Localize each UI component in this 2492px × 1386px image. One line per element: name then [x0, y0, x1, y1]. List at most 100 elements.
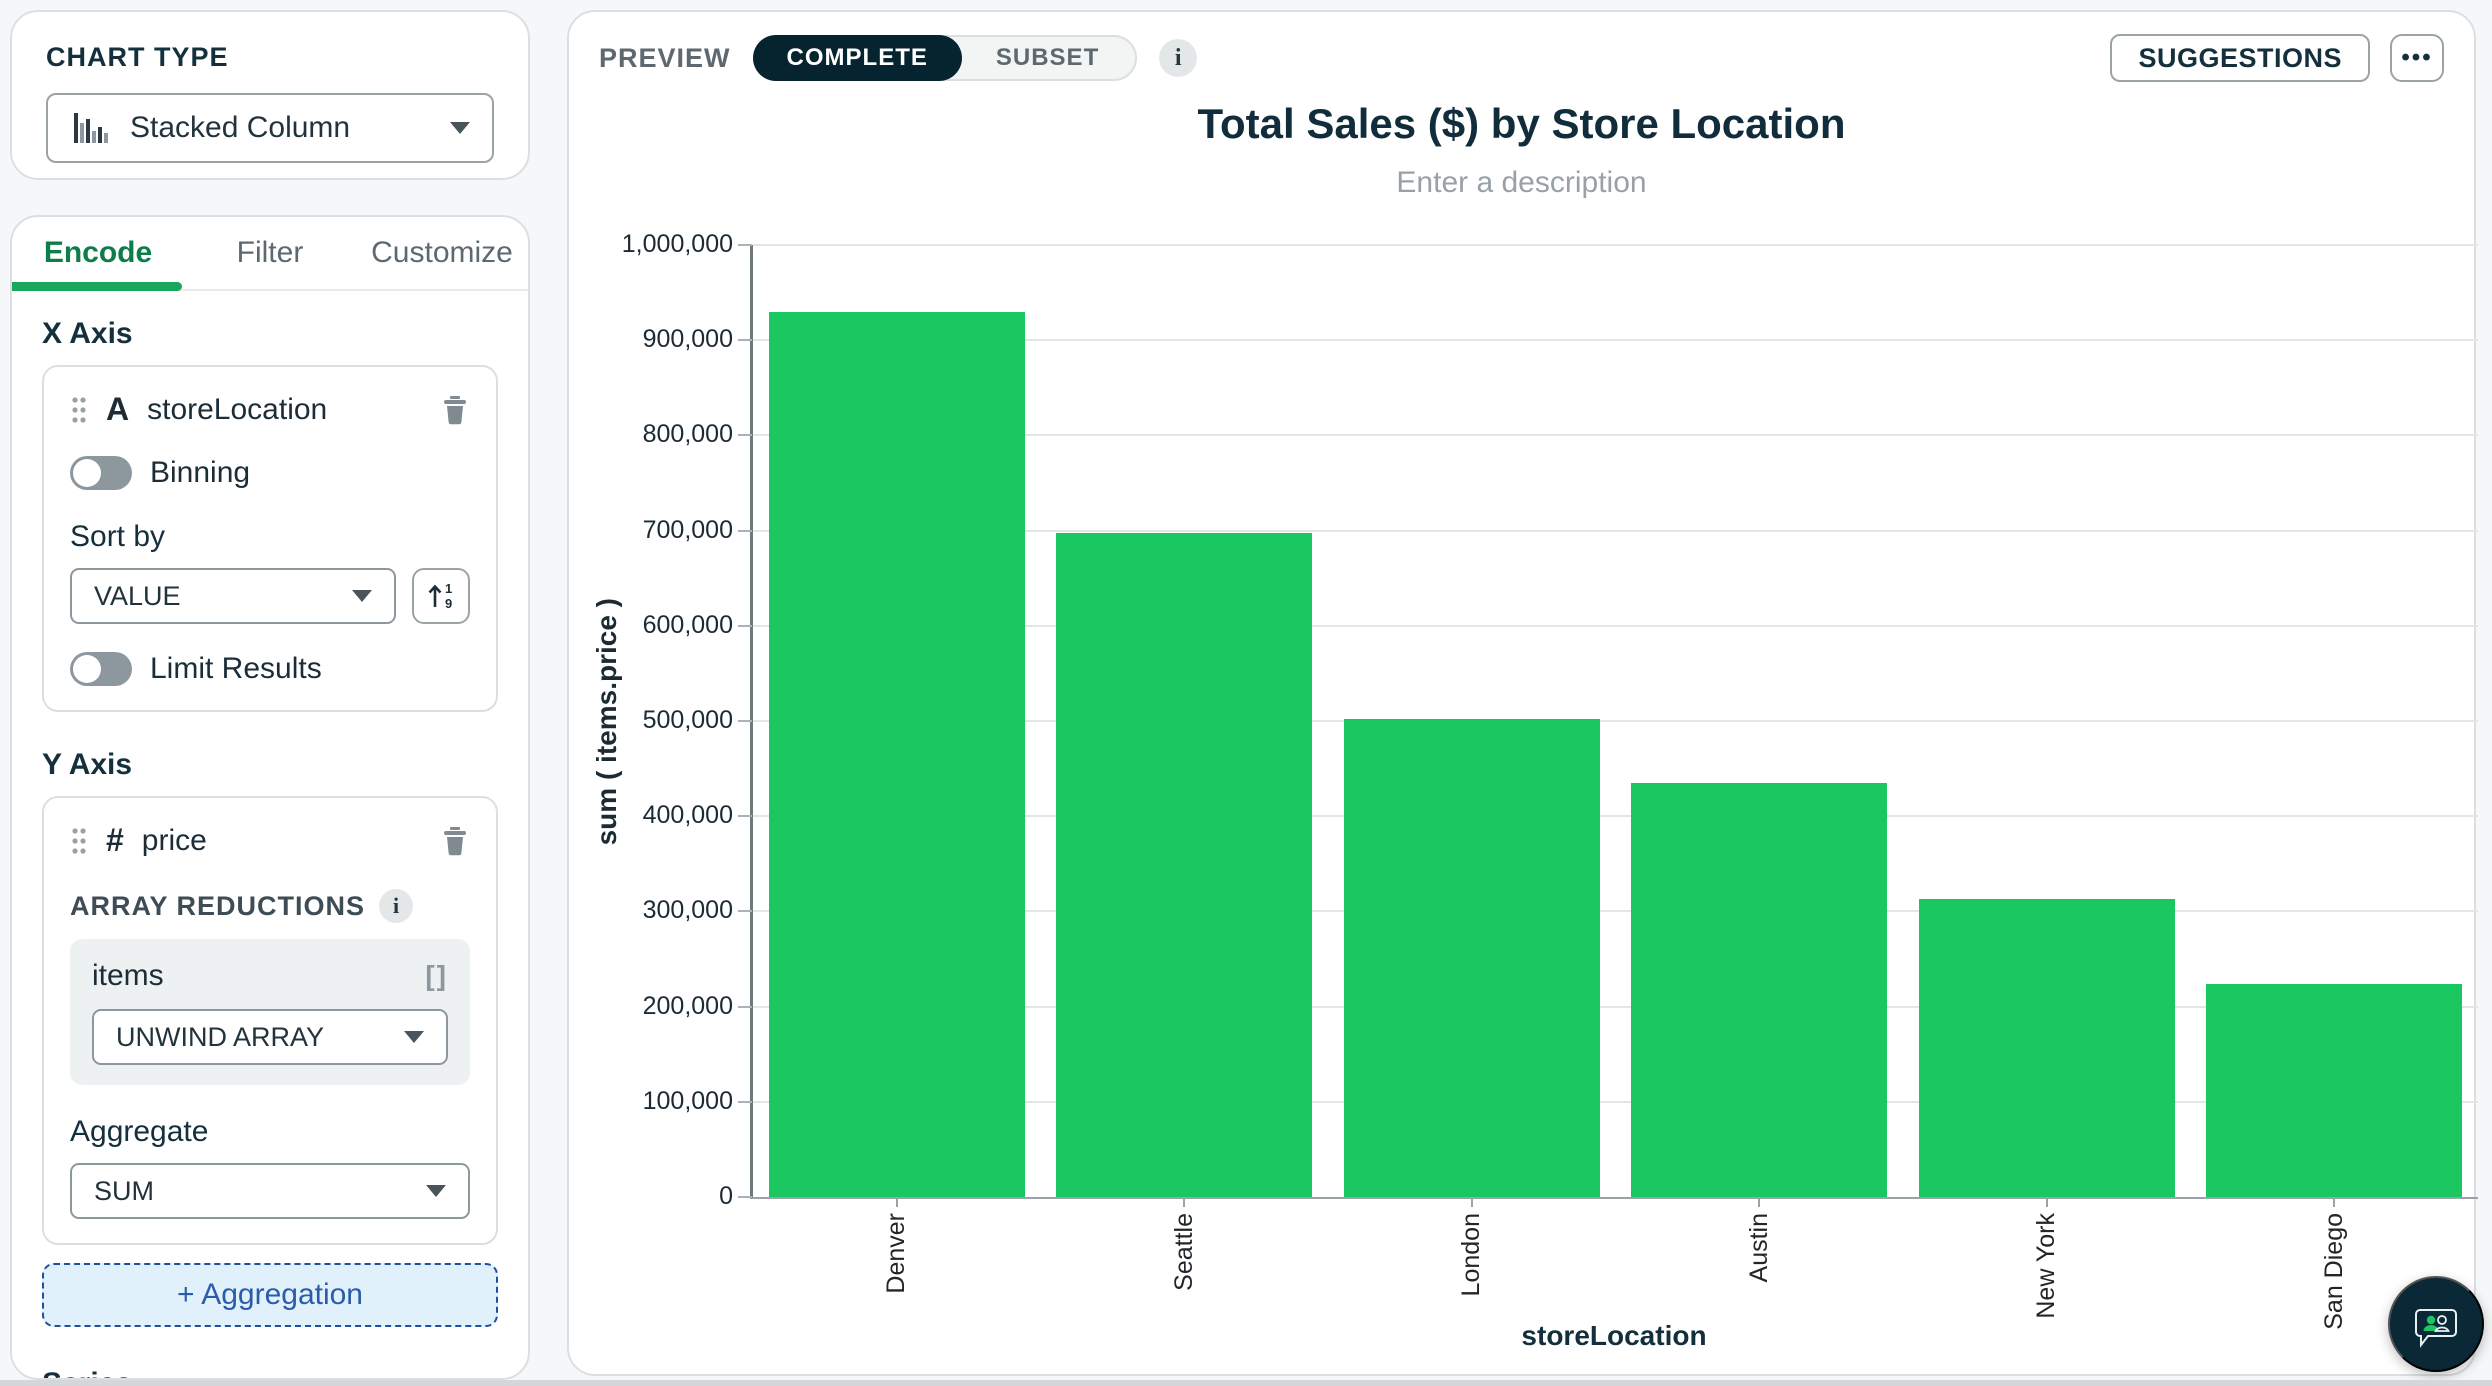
aggregate-label: Aggregate: [70, 1115, 209, 1148]
sort-direction-button[interactable]: 1 9: [412, 568, 470, 624]
bar-denver[interactable]: [768, 311, 1025, 1197]
drag-handle-icon[interactable]: [70, 395, 88, 425]
aggregate-select[interactable]: SUM: [70, 1163, 470, 1219]
y-tick-mark: [738, 1196, 752, 1198]
gridline: [753, 624, 2478, 627]
tab-customize[interactable]: Customize: [371, 236, 513, 269]
y-tick-label: 200,000: [642, 991, 733, 1020]
y-tick-label: 600,000: [642, 610, 733, 639]
y-axis-field-card: # price ARRAY REDUCTIONS: [42, 796, 498, 1245]
plot-area: 0 100,000 200,000 300,000 400,000 500,000 600,…: [622, 230, 2478, 1330]
complete-segment[interactable]: COMPLETE: [752, 35, 962, 81]
gridline: [753, 434, 2478, 437]
x-axis-heading: X Axis: [42, 317, 133, 350]
sidebar-tabs: Encode Filter Customize: [12, 217, 528, 291]
chart-title[interactable]: Total Sales ($) by Store Location: [1197, 100, 1846, 147]
x-tick-label: London: [1457, 1213, 1486, 1297]
x-tick-label: Denver: [882, 1213, 911, 1294]
add-aggregation-button[interactable]: + Aggregation: [42, 1263, 498, 1327]
y-axis-heading: Y Axis: [42, 748, 133, 781]
x-tick-mark: [1470, 1197, 1473, 1207]
x-axis-field-card: A storeLocation Binni: [42, 365, 498, 712]
gridline: [753, 720, 2478, 722]
svg-text:1: 1: [445, 581, 452, 596]
chevron-down-icon: [352, 590, 372, 602]
bar-london[interactable]: [1343, 719, 1600, 1197]
array-reduction-panel: items [] UNWIND ARRAY: [70, 939, 470, 1085]
y-tick-mark: [738, 1100, 752, 1103]
bar-austin[interactable]: [1631, 782, 1888, 1197]
preview-toolbar: PREVIEW COMPLETE SUBSET i SUGGESTIONS ••…: [569, 12, 2474, 104]
bar-new-york[interactable]: [1918, 899, 2175, 1197]
y-tick-mark: [738, 244, 752, 246]
y-axis-title: sum ( items.price ): [591, 598, 622, 846]
x-tick-label: Austin: [1744, 1213, 1773, 1283]
gridline: [753, 1100, 2478, 1103]
tab-encode[interactable]: Encode: [43, 236, 153, 269]
y-tick-label: 100,000: [642, 1086, 733, 1115]
encode-panel: Encode Filter Customize X Axis: [10, 215, 530, 1380]
feedback-fab[interactable]: [2388, 1276, 2484, 1372]
drag-handle-icon[interactable]: [70, 826, 88, 856]
y-tick-mark: [738, 910, 752, 913]
series-heading: Series: [42, 1367, 498, 1378]
active-tab-underline: [12, 282, 182, 291]
y-tick-mark: [738, 529, 752, 532]
chart-type-value: Stacked Column: [130, 111, 351, 144]
chevron-down-icon: [426, 1185, 446, 1197]
gridline: [753, 339, 2478, 342]
y-tick-label: 800,000: [642, 420, 733, 449]
binning-label: Binning: [150, 456, 251, 489]
x-tick-label: New York: [2032, 1213, 2061, 1319]
bar-san-diego[interactable]: [2206, 983, 2463, 1197]
x-tick-mark: [2333, 1197, 2336, 1207]
limit-results-toggle[interactable]: [70, 652, 132, 686]
trash-icon[interactable]: [440, 825, 470, 857]
y-tick-mark: [738, 815, 752, 818]
y-tick-mark: [738, 720, 752, 722]
x-axis-title: storeLocation: [1521, 1320, 1707, 1351]
y-tick-mark: [738, 339, 752, 342]
preview-mode-segmented-control: COMPLETE SUBSET: [752, 35, 1138, 81]
y-tick-label: 400,000: [642, 801, 733, 830]
gridline: [753, 815, 2478, 818]
limit-results-label: Limit Results: [150, 652, 322, 685]
chart-description-placeholder[interactable]: Enter a description: [1396, 166, 1647, 199]
info-icon[interactable]: i: [379, 889, 414, 923]
binning-toggle[interactable]: [70, 456, 132, 490]
y-tick-mark: [738, 1005, 752, 1008]
chevron-down-icon: [404, 1031, 424, 1043]
string-type-icon: A: [106, 391, 130, 427]
y-tick-label: 500,000: [642, 706, 733, 734]
suggestions-button[interactable]: SUGGESTIONS: [2110, 34, 2370, 82]
array-brackets-icon: []: [425, 960, 448, 991]
x-tick-mark: [1758, 1197, 1761, 1207]
chart-type-select[interactable]: Stacked Column: [46, 93, 494, 163]
gridline: [753, 910, 2478, 913]
more-options-button[interactable]: •••: [2390, 34, 2444, 82]
array-field-name: items: [92, 959, 164, 992]
x-axis-field-name: storeLocation: [147, 392, 328, 426]
y-tick-mark: [738, 434, 752, 437]
tab-filter[interactable]: Filter: [236, 236, 304, 269]
sort-by-select[interactable]: VALUE: [70, 568, 396, 624]
y-tick-label: 700,000: [642, 515, 733, 544]
info-icon[interactable]: i: [1159, 39, 1198, 77]
sort-by-value: VALUE: [94, 580, 181, 611]
gridline: [753, 244, 2478, 246]
y-tick-label: 900,000: [642, 325, 733, 354]
preview-label: PREVIEW: [599, 42, 731, 73]
svg-text:9: 9: [445, 596, 452, 611]
sort-by-label: Sort by: [70, 520, 166, 553]
subset-segment[interactable]: SUBSET: [995, 44, 1100, 71]
chat-people-icon: [2410, 1298, 2462, 1350]
array-reduction-select[interactable]: UNWIND ARRAY: [92, 1009, 448, 1065]
y-tick-label: 300,000: [642, 896, 733, 925]
gridline: [753, 529, 2478, 532]
y-axis-field-name: price: [141, 823, 207, 857]
column-chart-icon: [70, 107, 112, 149]
horizontal-scrollbar[interactable]: [0, 1380, 2492, 1386]
y-tick-mark: [738, 624, 752, 627]
bar-seattle[interactable]: [1056, 533, 1313, 1197]
trash-icon[interactable]: [440, 394, 470, 426]
